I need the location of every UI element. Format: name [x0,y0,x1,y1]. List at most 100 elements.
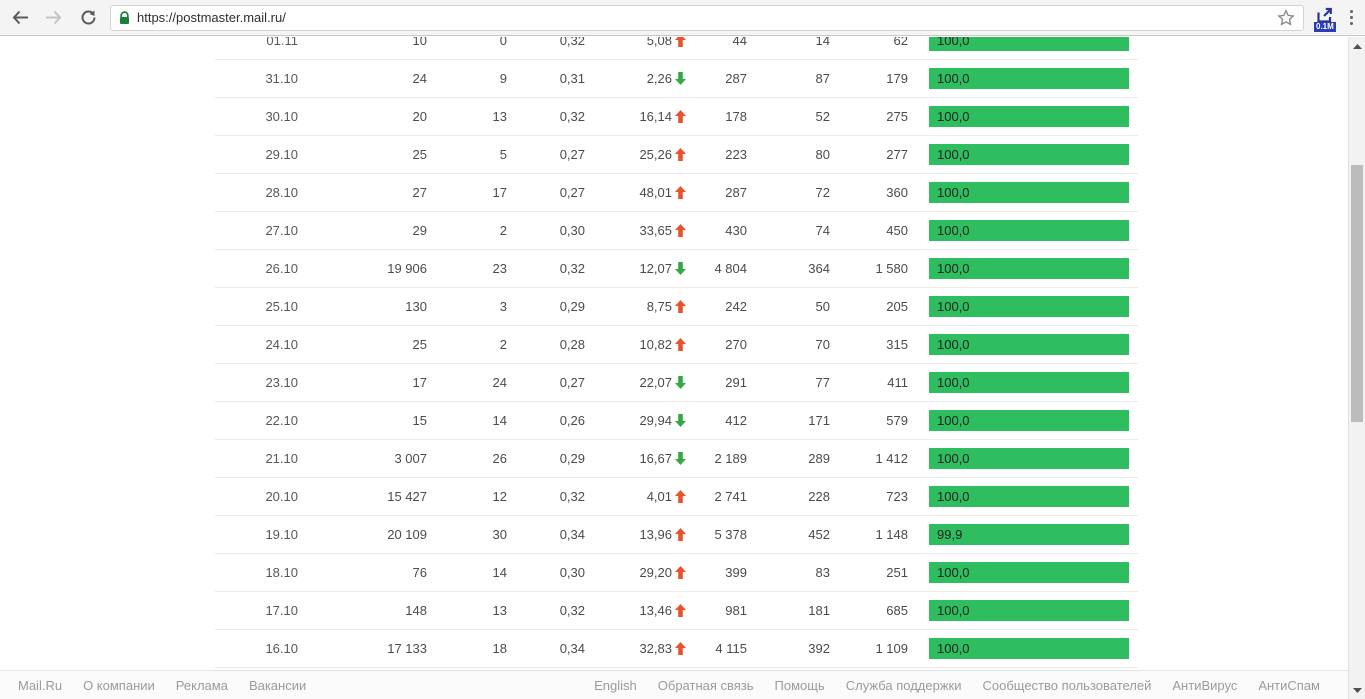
cell-c3: 0,34 [559,527,585,542]
cell-c1: 24 [412,71,427,86]
cell-c2: 2 [499,337,507,352]
cell-change: 32,83 [585,641,686,656]
table-row: 22.10 15 14 0,26 29,94 412 171 579 100,0 [215,402,1138,440]
trend-up-icon [675,528,686,541]
cell-c7: 1 148 [875,527,908,542]
scroll-up-icon[interactable] [1349,38,1365,54]
cell-c6: 74 [815,223,830,238]
cell-delivery: 100,0 [908,220,1129,241]
delivery-bar: 100,0 [929,334,1129,355]
table-row: 26.10 19 906 23 0,32 12,07 4 804 364 1 5… [215,250,1138,288]
vertical-scrollbar[interactable] [1348,37,1365,699]
address-bar[interactable]: https://postmaster.mail.ru/ [110,4,1304,31]
cell-c1: 25 [412,147,427,162]
page-content: 01.11 10 0 0,32 5,08 44 14 62 100,0 31.1… [0,37,1348,670]
cell-c1: 17 [412,375,427,390]
cell-delivery: 100,0 [908,68,1129,89]
footer-link[interactable]: Служба поддержки [845,677,962,693]
bookmark-star-icon[interactable] [1277,9,1295,26]
table-row: 20.10 15 427 12 0,32 4,01 2 741 228 723 … [215,478,1138,516]
url-text[interactable]: https://postmaster.mail.ru/ [137,10,286,25]
stats-table: 01.11 10 0 0,32 5,08 44 14 62 100,0 31.1… [215,37,1138,668]
cell-c5: 2 741 [714,489,747,504]
footer-link[interactable]: АнтиСпам [1258,677,1320,693]
delivery-bar: 100,0 [929,410,1129,431]
cell-delivery: 100,0 [908,144,1129,165]
table-row: 30.10 20 13 0,32 16,14 178 52 275 100,0 [215,98,1138,136]
table-row: 18.10 76 14 0,30 29,20 399 83 251 100,0 [215,554,1138,592]
cell-c5: 2 189 [714,451,747,466]
trend-down-icon [675,262,686,275]
footer-link[interactable]: Обратная связь [657,677,754,693]
footer-link[interactable]: Помощь [774,677,825,693]
footer-link[interactable]: Mail.Ru [18,677,63,693]
cell-c2: 18 [492,641,507,656]
cell-c3: 0,30 [559,223,585,238]
cell-c3: 0,34 [559,641,585,656]
cell-c6: 289 [808,451,830,466]
delivery-bar: 100,0 [929,296,1129,317]
cell-c1: 3 007 [394,451,427,466]
trend-down-icon [675,72,686,85]
table-row: 27.10 29 2 0,30 33,65 430 74 450 100,0 [215,212,1138,250]
cell-date: 21.10 [265,451,298,466]
delivery-bar: 100,0 [929,258,1129,279]
scroll-down-icon[interactable] [1349,682,1365,698]
cell-change: 13,96 [585,527,686,542]
cell-c3: 0,32 [559,603,585,618]
cell-change: 29,20 [585,565,686,580]
reload-button[interactable] [74,4,102,32]
cell-c5: 223 [725,147,747,162]
cell-date: 17.10 [265,603,298,618]
cell-delivery: 100,0 [908,334,1129,355]
cell-change: 48,01 [585,185,686,200]
cell-delivery: 100,0 [908,448,1129,469]
cell-c3: 0,28 [559,337,585,352]
footer-link[interactable]: АнтиВирус [1172,677,1238,693]
cell-c7: 411 [887,375,908,390]
table-row: 25.10 130 3 0,29 8,75 242 50 205 100,0 [215,288,1138,326]
trend-up-icon [675,37,686,47]
cell-change: 2,26 [585,71,686,86]
cell-c7: 277 [886,147,908,162]
back-button[interactable] [6,4,34,32]
extension-icon[interactable]: 0.1M [1314,7,1336,32]
table-row: 29.10 25 5 0,27 25,26 223 80 277 100,0 [215,136,1138,174]
cell-c2: 5 [499,147,507,162]
delivery-bar: 100,0 [929,182,1129,203]
cell-c6: 87 [815,71,830,86]
table-row: 28.10 27 17 0,27 48,01 287 72 360 100,0 [215,174,1138,212]
browser-menu-icon[interactable] [1350,10,1353,25]
trend-up-icon [675,566,686,579]
cell-c6: 52 [815,109,830,124]
trend-up-icon [675,490,686,503]
delivery-bar: 100,0 [929,68,1129,89]
cell-c2: 26 [492,451,507,466]
cell-delivery: 100,0 [908,372,1129,393]
cell-c1: 19 906 [387,261,427,276]
delivery-bar: 100,0 [929,372,1129,393]
cell-c3: 0,32 [559,109,585,124]
cell-c2: 14 [492,413,507,428]
footer-link[interactable]: Сообщество пользователей [982,677,1152,693]
cell-c5: 430 [725,223,747,238]
cell-change: 4,01 [585,489,686,504]
footer-link[interactable]: О компании [83,677,155,693]
trend-up-icon [675,148,686,161]
browser-toolbar: https://postmaster.mail.ru/ 0.1M [0,0,1365,36]
scrollbar-thumb[interactable] [1351,165,1363,422]
delivery-bar: 100,0 [929,144,1129,165]
cell-c5: 242 [725,299,747,314]
cell-c2: 0 [499,37,507,48]
trend-up-icon [675,338,686,351]
footer-link[interactable]: Вакансии [248,677,307,693]
cell-date: 19.10 [265,527,298,542]
forward-button[interactable] [40,4,68,32]
cell-date: 23.10 [265,375,298,390]
footer-link[interactable]: Реклама [175,677,228,693]
cell-delivery: 99,9 [908,524,1129,545]
footer-link[interactable]: English [594,677,637,693]
cell-date: 16.10 [265,641,298,656]
cell-c6: 171 [808,413,830,428]
cell-c3: 0,32 [559,261,585,276]
